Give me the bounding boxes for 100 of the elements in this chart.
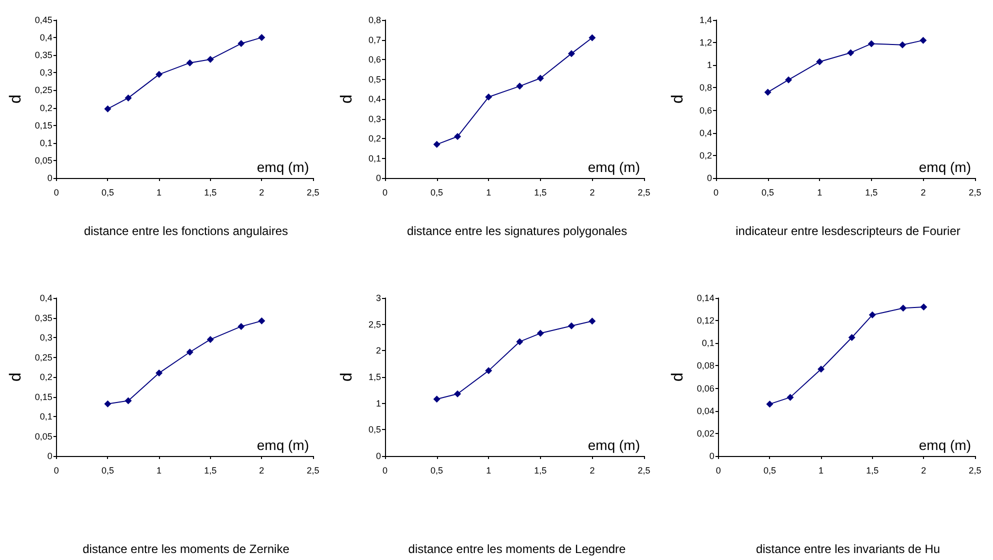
point	[785, 76, 792, 84]
y-axis-title: d	[670, 372, 686, 382]
x-tick-label: 2,5	[306, 466, 320, 476]
y-tick-label: 0,25	[34, 85, 52, 96]
y-tick-label: 0,4	[40, 32, 52, 43]
y-tick-label: 1	[376, 398, 381, 408]
point	[238, 322, 245, 330]
point	[206, 336, 214, 343]
y-axis-title: d	[670, 94, 686, 104]
y-tick-label: 0,45	[34, 15, 52, 25]
y-tick-label: 0	[706, 173, 712, 183]
y-tick-label: 0,35	[34, 312, 52, 323]
x-axis-title: emq (m)	[256, 437, 309, 453]
y-tick-label: 0,08	[696, 360, 714, 371]
point	[568, 50, 575, 58]
y-tick-label: 2,5	[368, 319, 381, 330]
point	[433, 140, 440, 148]
x-axis-title: emq (m)	[588, 159, 640, 175]
y-tick-label: 3	[376, 293, 381, 303]
point	[186, 59, 194, 66]
point	[868, 40, 875, 48]
x-tick-label: 1,5	[204, 188, 217, 198]
point	[433, 396, 440, 403]
x-tick-label: 1	[817, 188, 822, 198]
y-tick-label: 0	[47, 173, 52, 183]
point	[900, 304, 907, 312]
y-tick-label: 0,5	[368, 74, 381, 84]
x-axis-title: emq (m)	[588, 437, 640, 453]
point	[848, 334, 856, 341]
x-tick-label: 1	[486, 188, 492, 198]
y-tick-label: 2	[376, 346, 381, 356]
point	[238, 40, 245, 48]
y-tick-label: 0,02	[696, 428, 714, 438]
y-tick-label: 0,04	[696, 406, 714, 416]
point	[786, 394, 794, 401]
x-tick-label: 1	[156, 188, 162, 198]
x-tick-label: 0,5	[763, 466, 776, 476]
x-tick-label: 1	[486, 466, 492, 476]
point	[818, 366, 825, 373]
y-tick-label: 0,06	[696, 383, 714, 394]
y-tick-label: 0,1	[40, 412, 52, 422]
y-tick-label: 0,15	[34, 392, 52, 402]
text: distance entre les moments de Legendre	[408, 542, 626, 556]
point	[898, 41, 906, 48]
y-tick-label: 0,2	[368, 134, 381, 144]
point	[104, 400, 112, 408]
x-axis-title: emq (m)	[918, 159, 971, 175]
y-tick-label: 0,3	[40, 68, 52, 78]
y-tick-label: 1	[706, 60, 712, 70]
point	[258, 34, 266, 42]
point	[124, 397, 132, 404]
x-tick-label: 1,5	[204, 466, 217, 476]
y-tick-label: 0,4	[40, 293, 52, 303]
y-tick-label: 0,14	[696, 293, 714, 303]
x-tick-label: 0	[54, 466, 59, 476]
point	[124, 94, 132, 102]
y-tick-label: 0,4	[699, 128, 712, 138]
x-tick-label: 1,5	[534, 188, 547, 198]
x-tick-label: 0	[716, 466, 721, 476]
point	[536, 74, 544, 82]
text: distance entre les moments de Zernike	[82, 542, 290, 556]
y-tick-label: 0,2	[699, 150, 712, 160]
y-tick-label: 0,6	[368, 54, 381, 64]
x-tick-label: 1	[156, 466, 162, 476]
point	[454, 133, 462, 140]
y-tick-label: 0,7	[368, 34, 381, 45]
x-tick-label: 2,5	[306, 188, 320, 198]
point	[920, 36, 927, 44]
x-tick-label: 0,5	[762, 188, 774, 198]
x-tick-label: 2	[590, 466, 595, 476]
y-tick-label: 0,8	[368, 15, 381, 25]
y-tick-label: 0,35	[34, 50, 52, 60]
point	[485, 367, 492, 374]
x-tick-label: 2	[920, 188, 926, 198]
y-tick-label: 0	[376, 173, 381, 183]
point	[766, 400, 774, 408]
point	[206, 56, 214, 63]
x-tick-label: 0,5	[101, 466, 114, 476]
y-tick-label: 0,12	[696, 316, 714, 326]
y-tick-label: 0	[709, 451, 714, 461]
y-tick-label: 0,3	[368, 114, 381, 124]
y-tick-label: 1,4	[699, 15, 712, 25]
point	[104, 105, 112, 112]
x-tick-label: 0	[54, 188, 59, 198]
point	[156, 370, 163, 377]
y-tick-label: 0,05	[34, 431, 52, 442]
y-axis-title: d	[8, 94, 24, 104]
point	[816, 58, 824, 66]
y-tick-label: 0,1	[702, 338, 714, 348]
point	[588, 34, 596, 42]
point	[516, 338, 524, 346]
x-tick-label: 0,5	[430, 466, 444, 476]
x-tick-label: 2,5	[968, 466, 982, 476]
point	[536, 330, 544, 337]
x-tick-label: 1,5	[866, 466, 879, 476]
y-axis-title: d	[338, 94, 356, 104]
x-tick-label: 2	[259, 188, 264, 198]
point	[920, 304, 928, 311]
x-tick-label: 2,5	[638, 466, 650, 476]
text: distance entre les signatures polygonales	[406, 224, 628, 238]
